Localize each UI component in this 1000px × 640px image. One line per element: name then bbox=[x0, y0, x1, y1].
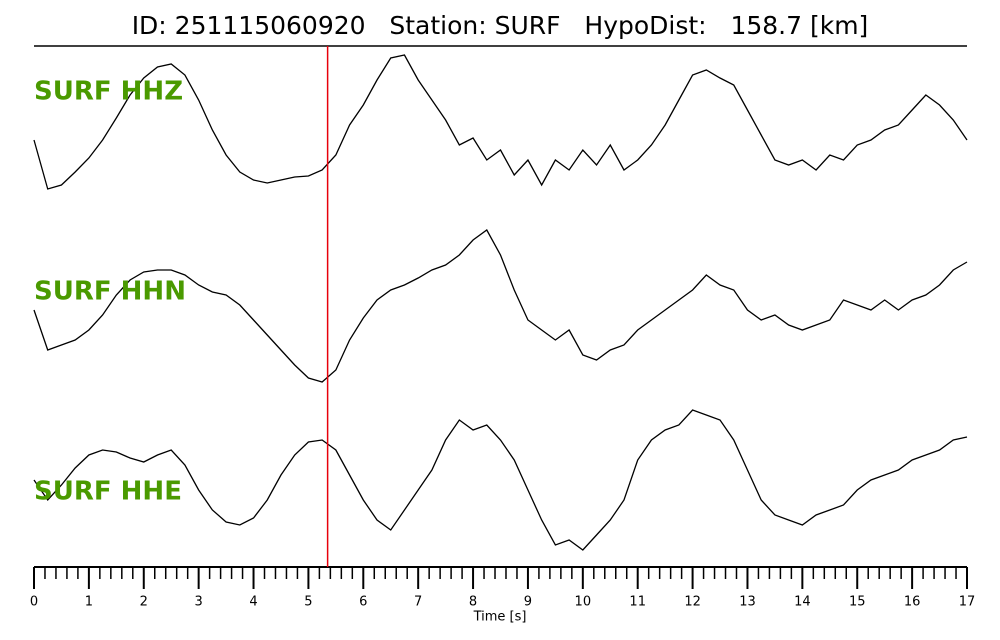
x-tick-label: 16 bbox=[904, 595, 921, 610]
x-tick-label: 10 bbox=[575, 595, 592, 610]
x-tick-label: 5 bbox=[304, 595, 312, 610]
x-tick-label: 9 bbox=[524, 595, 532, 610]
x-tick-label: 15 bbox=[849, 595, 866, 610]
x-tick-label: 13 bbox=[739, 595, 756, 610]
trace bbox=[33, 54, 968, 190]
station-label: SURF HHZ bbox=[34, 77, 183, 107]
x-tick-label: 4 bbox=[249, 595, 257, 610]
x-tick-label: 2 bbox=[140, 595, 148, 610]
x-tick-label: 0 bbox=[30, 595, 38, 610]
x-tick-label: 8 bbox=[469, 595, 477, 610]
x-tick-label: 1 bbox=[85, 595, 93, 610]
x-tick-label: 14 bbox=[794, 595, 811, 610]
x-tick-label: 17 bbox=[959, 595, 976, 610]
x-tick-label: 6 bbox=[359, 595, 367, 610]
station-label: SURF HHE bbox=[34, 477, 182, 507]
x-tick-label: 7 bbox=[414, 595, 422, 610]
x-axis-label: Time [s] bbox=[473, 610, 527, 625]
station-label: SURF HHN bbox=[34, 277, 186, 307]
trace bbox=[33, 409, 968, 551]
x-tick-label: 11 bbox=[629, 595, 646, 610]
x-tick-label: 12 bbox=[684, 595, 701, 610]
chart-title: ID: 251115060920 Station: SURF HypoDist:… bbox=[132, 11, 869, 40]
x-tick-label: 3 bbox=[195, 595, 203, 610]
trace bbox=[33, 229, 968, 383]
